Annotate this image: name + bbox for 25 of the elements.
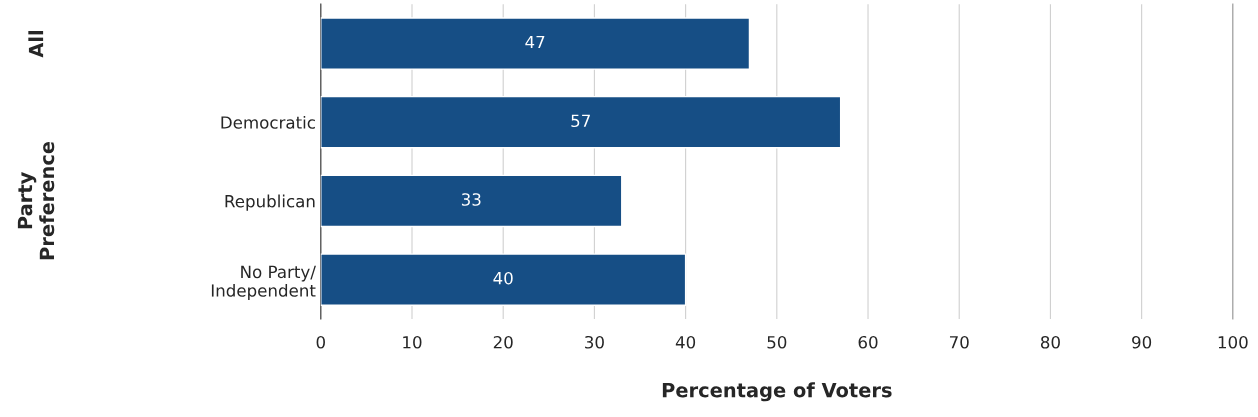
x-tick-label: 30 xyxy=(585,335,604,349)
data-label: 33 xyxy=(461,193,481,206)
x-tick-label: 80 xyxy=(1040,335,1060,349)
x-tick-label: 0 xyxy=(316,335,325,349)
x-tick-label: 50 xyxy=(767,335,787,349)
text: Party Preference xyxy=(17,141,55,260)
data-label: 47 xyxy=(525,35,545,49)
x-tick-label: 60 xyxy=(858,335,878,349)
bar xyxy=(320,174,623,228)
y-tick-label: Democratic xyxy=(221,115,315,129)
y-tick-label: No Party/ Independent xyxy=(211,265,316,301)
bar xyxy=(320,253,687,306)
x-tick-label: 100 xyxy=(1218,335,1248,349)
x-tick-label: 40 xyxy=(675,335,696,349)
x-axis-title: Percentage of Voters xyxy=(662,382,892,402)
x-tick-label: 70 xyxy=(949,335,969,349)
x-tick-label: 20 xyxy=(493,335,513,349)
y-tick-label: Republican xyxy=(225,194,315,211)
data-label: 40 xyxy=(493,271,513,285)
text: All xyxy=(28,30,44,58)
data-label: 57 xyxy=(571,114,590,128)
bar xyxy=(320,95,842,149)
bar xyxy=(320,17,751,70)
x-tick-label: 10 xyxy=(403,335,422,349)
x-tick-label: 90 xyxy=(1132,335,1152,349)
